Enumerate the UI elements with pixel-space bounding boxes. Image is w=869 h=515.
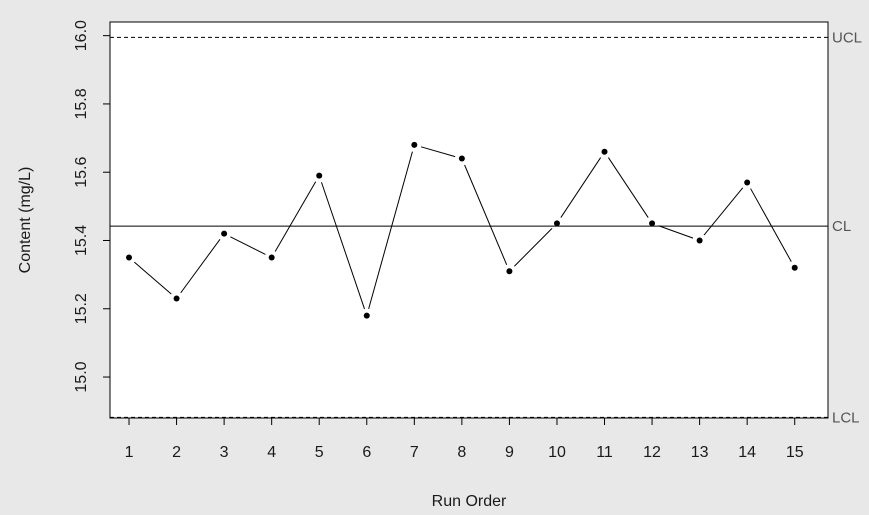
x-tick-label: 14 bbox=[738, 444, 756, 461]
data-point bbox=[649, 220, 656, 227]
series-segment bbox=[464, 164, 508, 265]
series-segment bbox=[658, 225, 694, 239]
series-segment bbox=[703, 187, 744, 236]
y-tick-label: 15.2 bbox=[73, 293, 90, 324]
x-tick-label: 13 bbox=[691, 444, 709, 461]
y-tick-label: 15.8 bbox=[73, 88, 90, 119]
data-point bbox=[744, 179, 751, 186]
data-point bbox=[696, 237, 703, 244]
data-point bbox=[173, 295, 180, 302]
series-segment bbox=[274, 181, 317, 252]
data-point bbox=[601, 148, 608, 155]
data-point bbox=[553, 220, 560, 227]
series-segment bbox=[368, 151, 413, 309]
series-segment bbox=[320, 182, 365, 310]
control-limits: UCL CL LCL bbox=[110, 29, 862, 426]
x-axis-title: Run Order bbox=[432, 493, 507, 510]
data-point bbox=[221, 230, 228, 237]
x-tick-label: 1 bbox=[125, 444, 134, 461]
x-tick-label: 9 bbox=[505, 444, 514, 461]
x-tick-label: 5 bbox=[315, 444, 324, 461]
series-segment bbox=[133, 261, 172, 295]
x-tick-label: 3 bbox=[220, 444, 229, 461]
data-point bbox=[268, 254, 275, 261]
data-point bbox=[363, 312, 370, 319]
x-tick-label: 11 bbox=[596, 444, 613, 461]
series-segment bbox=[230, 236, 266, 255]
y-axis: 15.0 15.2 15.4 15.6 15.8 16.0 bbox=[73, 20, 110, 393]
lcl-label: LCL bbox=[832, 409, 860, 426]
data-point bbox=[458, 155, 465, 162]
ucl-label: UCL bbox=[832, 29, 862, 46]
y-tick-label: 15.0 bbox=[73, 361, 90, 392]
x-tick-label: 6 bbox=[362, 444, 371, 461]
y-tick-label: 15.4 bbox=[73, 225, 90, 256]
data-points bbox=[126, 141, 798, 319]
series-segment bbox=[513, 228, 553, 267]
data-point bbox=[316, 172, 323, 179]
x-tick-label: 12 bbox=[643, 444, 661, 461]
series-segment bbox=[607, 157, 649, 218]
data-point bbox=[506, 268, 513, 275]
x-axis: 1 2 3 4 5 6 7 8 9 10 11 12 13 14 15 bbox=[125, 418, 804, 461]
y-tick-label: 15.6 bbox=[73, 157, 90, 188]
data-point bbox=[411, 141, 418, 148]
x-tick-label: 2 bbox=[172, 444, 181, 461]
series-segment bbox=[750, 188, 792, 262]
series-segment bbox=[420, 146, 456, 158]
x-tick-label: 15 bbox=[786, 444, 804, 461]
x-tick-label: 7 bbox=[410, 444, 419, 461]
x-tick-label: 10 bbox=[548, 444, 566, 461]
y-tick-label: 16.0 bbox=[73, 20, 90, 51]
series-segment bbox=[180, 239, 221, 294]
data-point bbox=[791, 264, 798, 271]
series-segment bbox=[560, 157, 602, 218]
data-point bbox=[126, 254, 133, 261]
x-tick-label: 4 bbox=[267, 444, 276, 461]
y-axis-title: Content (mg/L) bbox=[17, 167, 34, 274]
x-tick-label: 8 bbox=[457, 444, 466, 461]
data-series-line bbox=[133, 146, 792, 310]
cl-label: CL bbox=[832, 218, 851, 235]
plot-area bbox=[109, 21, 829, 419]
